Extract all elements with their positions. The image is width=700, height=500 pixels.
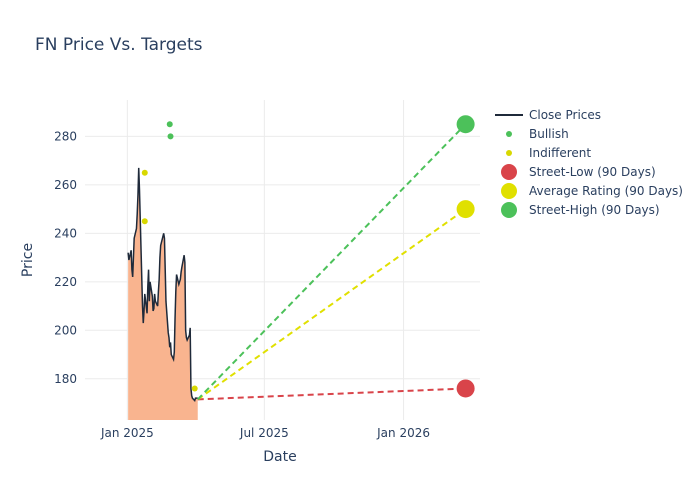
legend-swatch-street-high — [501, 202, 517, 218]
street-low-target-line — [197, 387, 466, 401]
area-layer — [128, 167, 198, 420]
close-price-area — [128, 167, 198, 420]
legend-swatch-average-rating — [501, 183, 517, 199]
y-axis-ticks: 180 200 220 240 260 280 — [54, 129, 77, 385]
x-axis-title: Date — [263, 449, 296, 465]
legend-swatch-street-low — [501, 164, 517, 180]
y-axis-title: Price — [20, 243, 36, 277]
legend-label-street-high: Street-High (90 Days) — [529, 203, 660, 217]
y-tick-label: 200 — [54, 323, 77, 337]
bullish-point — [167, 133, 174, 140]
x-tick-label: Jan 2026 — [376, 426, 430, 440]
legend-label-street-low: Street-Low (90 Days) — [529, 165, 656, 179]
legend-swatch-bullish — [506, 131, 512, 137]
street-low-target-marker — [456, 379, 475, 398]
y-tick-label: 180 — [54, 372, 77, 386]
legend: Close Prices Bullish Indifferent Street-Low… — [495, 108, 683, 218]
indifferent-point — [141, 218, 148, 225]
average-rating-target-marker — [456, 200, 475, 219]
y-tick-label: 220 — [54, 275, 77, 289]
bullish-point — [166, 121, 173, 128]
x-tick-label: Jul 2025 — [239, 426, 289, 440]
legend-label-bullish: Bullish — [529, 127, 569, 141]
legend-swatch-indifferent — [506, 150, 512, 156]
average-rating-target-line — [197, 208, 467, 401]
street-high-target-marker — [456, 115, 475, 134]
legend-label-average-rating: Average Rating (90 Days) — [529, 184, 683, 198]
y-tick-label: 240 — [54, 226, 77, 240]
point-layer — [141, 115, 475, 398]
x-axis-ticks: Jan 2025 Jul 2025 Jan 2026 — [100, 426, 430, 440]
close-price-line — [127, 167, 198, 403]
indifferent-point — [191, 385, 198, 392]
street-high-target-line — [197, 123, 467, 401]
chart-title: FN Price Vs. Targets — [35, 35, 203, 55]
line-layer — [127, 123, 467, 403]
x-tick-label: Jan 2025 — [100, 426, 154, 440]
y-tick-label: 260 — [54, 178, 77, 192]
y-tick-label: 280 — [54, 129, 77, 143]
legend-label-close-prices: Close Prices — [529, 108, 601, 122]
indifferent-point — [141, 169, 148, 176]
legend-label-indifferent: Indifferent — [529, 146, 591, 160]
